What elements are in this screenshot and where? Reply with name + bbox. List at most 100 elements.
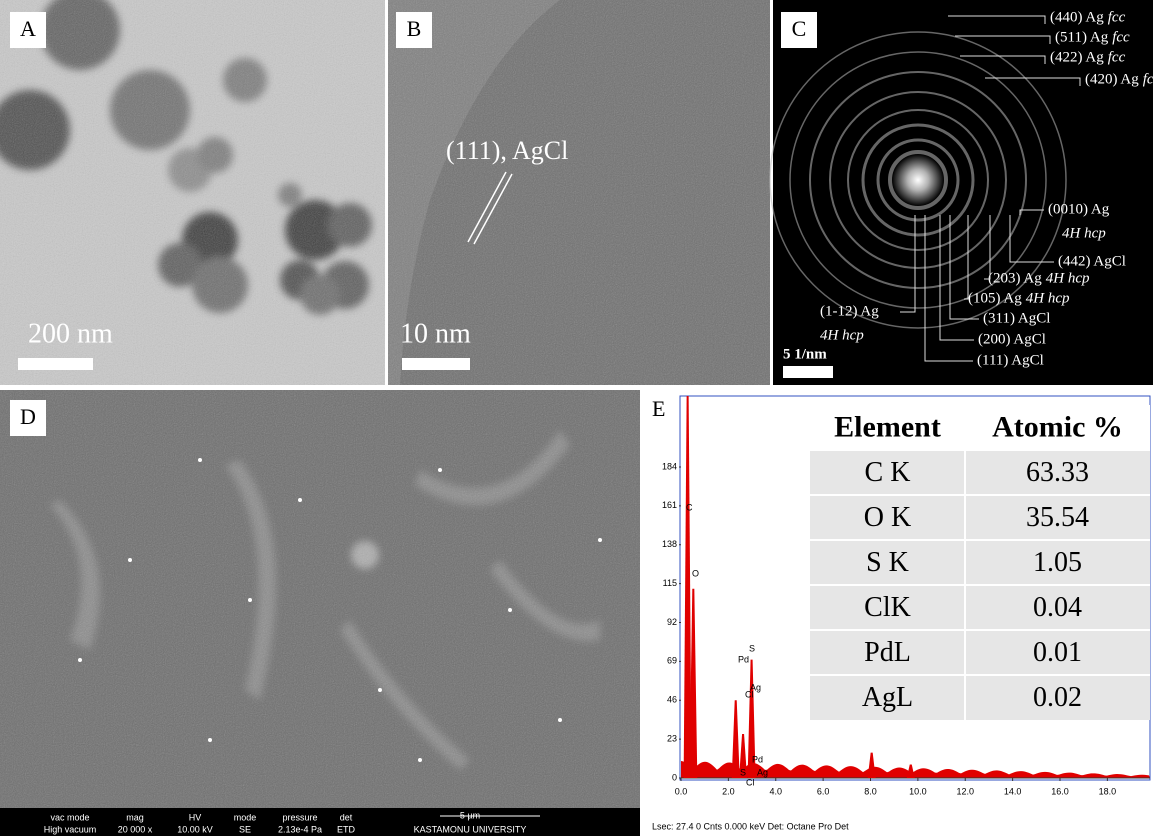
- spectrum-peak: [868, 753, 876, 778]
- scale-bar-label: 10 nm: [400, 318, 471, 349]
- table-cell: 35.54: [1026, 502, 1089, 533]
- panel-label: E: [652, 396, 665, 421]
- ring-label: (203) Ag: [988, 270, 1042, 286]
- peak-label: Ag: [757, 767, 768, 777]
- y-tick-label: 115: [663, 578, 677, 588]
- figure-svg: A 200 nm B (111), AgCl 10 nm C 5 1/nm (4…: [0, 0, 1153, 836]
- panel-a: A 200 nm: [0, 0, 385, 385]
- table-cell: ClK: [864, 592, 911, 623]
- ring-phase: fcc: [1112, 29, 1130, 45]
- ring-phase: 4H hcp: [1026, 290, 1070, 306]
- info-header: mode: [234, 812, 257, 822]
- y-tick-label: 23: [667, 733, 677, 743]
- table-cell: O K: [864, 502, 911, 533]
- scale-bar-label: 5 µm: [460, 810, 480, 820]
- ring-phase: 4H hcp: [820, 327, 864, 343]
- y-tick-label: 46: [667, 695, 677, 705]
- scale-bar: [783, 366, 833, 378]
- table-cell: 1.05: [1033, 547, 1082, 578]
- ring-label: (1-12) Ag: [820, 303, 879, 319]
- scale-bar: [18, 358, 93, 370]
- x-tick-label: 10.0: [909, 786, 927, 796]
- table-cell: PdL: [864, 637, 911, 668]
- info-value: 2.13e-4 Pa: [278, 824, 322, 834]
- panel-label: C: [792, 16, 807, 41]
- peak-label: S: [749, 643, 755, 653]
- info-value: High vacuum: [44, 824, 97, 834]
- table-header: Element: [834, 410, 941, 443]
- info-value: SE: [239, 824, 251, 834]
- table-cell: 0.02: [1033, 682, 1082, 713]
- x-tick-label: 2.0: [722, 786, 735, 796]
- peak-label: S: [740, 767, 746, 777]
- info-value: 20 000 x: [118, 824, 153, 834]
- x-tick-label: 12.0: [956, 786, 974, 796]
- peak-label: Cl: [746, 777, 755, 787]
- table-cell: C K: [865, 457, 911, 488]
- ring-phase: 4H hcp: [1062, 225, 1106, 241]
- info-header: det: [340, 812, 353, 822]
- ring-label: (511) Ag: [1055, 29, 1109, 45]
- peak-label: O: [692, 568, 699, 578]
- panel-d: D vac mode High vacuum mag 20 000 x HV 10.00 …: [0, 390, 640, 836]
- info-header: pressure: [282, 812, 317, 822]
- y-tick-label: 0: [672, 772, 677, 782]
- y-tick-label: 69: [667, 656, 677, 666]
- table-row: [810, 495, 1150, 540]
- y-tick-label: 92: [667, 617, 677, 627]
- ring-phase: 4H hcp: [1046, 270, 1090, 286]
- spectrum-footer: Lsec: 27.4 0 Cnts 0.000 keV Det: Octane …: [652, 821, 849, 831]
- info-value: ETD: [337, 824, 356, 834]
- table-cell: 0.01: [1033, 637, 1082, 668]
- ring-label: (422) Ag: [1050, 49, 1104, 65]
- ring-label: (0010) Ag: [1048, 201, 1110, 217]
- x-tick-label: 14.0: [1004, 786, 1022, 796]
- institution: KASTAMONU UNIVERSITY: [414, 824, 527, 834]
- peak-label: Pd: [738, 654, 749, 664]
- table-row: [810, 540, 1150, 585]
- scale-bar-label: 5 1/nm: [783, 346, 827, 362]
- table-cell: 63.33: [1026, 457, 1089, 488]
- info-value: 10.00 kV: [177, 824, 213, 834]
- x-tick-label: 6.0: [817, 786, 830, 796]
- table-cell: 0.04: [1033, 592, 1082, 623]
- spectrum-peak: [732, 700, 740, 778]
- x-tick-label: 4.0: [769, 786, 782, 796]
- table-cell: S K: [866, 547, 909, 578]
- y-tick-label: 184: [662, 461, 677, 471]
- ring-label: (440) Ag: [1050, 9, 1104, 25]
- info-header: vac mode: [50, 812, 89, 822]
- scale-bar: [402, 358, 470, 370]
- x-tick-label: 18.0: [1099, 786, 1117, 796]
- peak-label: Pd: [752, 754, 763, 764]
- table-header: Atomic %: [992, 410, 1123, 443]
- figure: A 200 nm B (111), AgCl 10 nm C 5 1/nm (4…: [0, 0, 1153, 836]
- panel-label: D: [20, 404, 36, 429]
- y-tick-label: 138: [662, 539, 677, 549]
- panel-label: A: [20, 16, 36, 41]
- ring-phase: fcc: [1108, 49, 1126, 65]
- table-cell: AgL: [862, 682, 913, 713]
- peak-label: Ag: [750, 682, 761, 692]
- peak-label: C: [686, 502, 693, 512]
- info-header: HV: [189, 812, 202, 822]
- info-header: mag: [126, 812, 144, 822]
- ring-phase: fcc: [1143, 71, 1153, 87]
- panel-e: E Lsec: 27.4 0 Cnts 0.000 keV Det: Octan…: [652, 396, 1150, 831]
- scale-bar-label: 200 nm: [28, 318, 113, 349]
- annotation: (111), AgCl: [446, 136, 568, 165]
- ring-label: (311) AgCl: [983, 310, 1050, 326]
- panel-label: B: [407, 16, 422, 41]
- x-tick-label: 0.0: [675, 786, 688, 796]
- table-row: [810, 630, 1150, 675]
- ring-label: (442) AgCl: [1058, 253, 1126, 269]
- ring-label: (105) Ag: [968, 290, 1022, 306]
- ring-label: (200) AgCl: [978, 331, 1046, 347]
- x-tick-label: 16.0: [1051, 786, 1069, 796]
- panel-b: B (111), AgCl 10 nm: [388, 0, 770, 385]
- ring-label: (111) AgCl: [977, 352, 1044, 368]
- y-tick-label: 161: [662, 500, 677, 510]
- table-row: [810, 450, 1150, 495]
- ring-phase: fcc: [1108, 9, 1126, 25]
